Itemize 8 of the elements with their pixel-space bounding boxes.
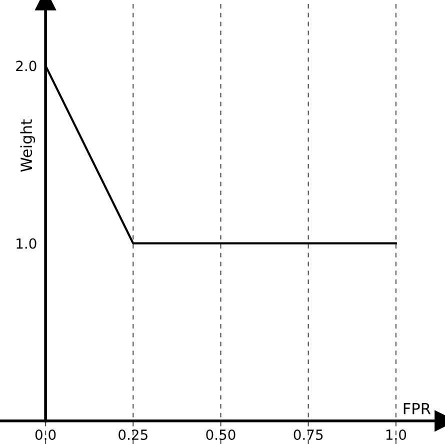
- x-tick-label: 0.75: [294, 429, 323, 440]
- x-tick-label: 1.0: [386, 429, 406, 440]
- x-tick-label: 0.50: [206, 429, 236, 440]
- y-tick-label: 2.0: [16, 60, 36, 72]
- y-axis-title: Weight: [20, 119, 36, 172]
- x-tick-label: 0.0: [35, 429, 56, 440]
- x-tick-label: 0.25: [118, 429, 148, 440]
- x-axis-title: FPR: [404, 403, 431, 414]
